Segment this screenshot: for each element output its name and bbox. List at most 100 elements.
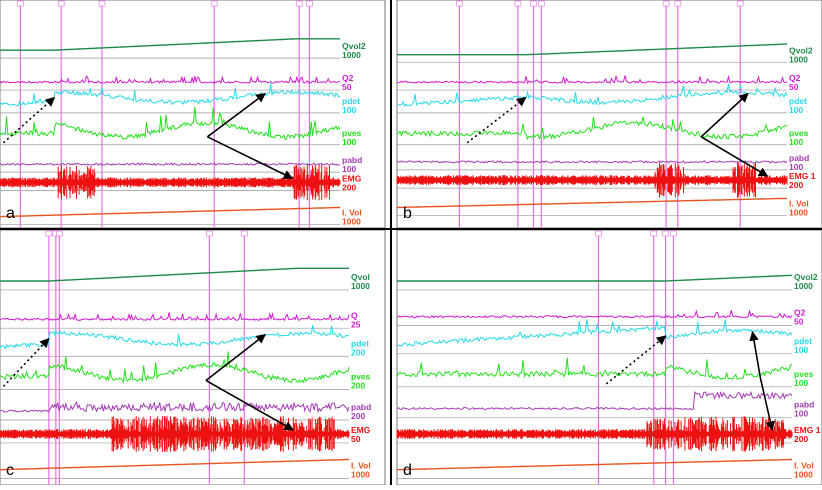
channel-scale-emg: 50 [351,434,361,444]
event-marker-flag [45,230,53,237]
channel-scale-q: 50 [789,82,799,92]
event-marker-flag [662,0,670,7]
event-marker-flag [206,230,213,237]
solid-arrow-pdet [749,331,762,379]
channel-label-q: Q [351,310,358,320]
channel-label-emg: EMG 1 [789,171,816,181]
channel-label-emg: EMG 1 [794,425,821,435]
channel-scale-pves: 100 [794,378,808,388]
channel-label-pves: pves [789,128,809,138]
trace-qvol [0,38,340,51]
trace-pves [396,357,793,380]
channel-label-pabd: pabd [789,153,809,163]
channel-scale-emg: 200 [342,182,356,192]
channel-scale-pabd: 100 [789,162,803,172]
event-marker-flag [650,230,658,237]
channel-label-q: Q2 [342,73,354,83]
channel-scale-qvol: 1000 [351,281,370,291]
event-marker-flag [295,0,303,7]
channel-label-qvol: Qvol2 [789,46,813,56]
channel-label-ivol: I. Vol [342,208,362,218]
channel-scale-pabd: 200 [351,411,365,421]
channel-scale-qvol: 1000 [342,50,361,60]
channel-scale-ivol: 1000 [789,207,808,217]
channel-scale-q: 50 [794,317,804,327]
solid-arrow-pdet [206,92,266,138]
solid-arrow-emg [759,377,776,431]
channel-scale-pves: 100 [789,137,803,147]
channel-scale-q: 50 [342,82,352,92]
trace-pabd [0,162,341,166]
channel-label-pdet: pdet [351,338,369,348]
channel-label-pdet: pdet [342,96,360,106]
channel-label-qvol: Qvol2 [794,272,818,282]
channel-label-pabd: pabd [342,155,362,165]
event-marker-flag [670,230,677,237]
event-marker-flag [674,0,682,7]
trace-qvol [397,274,793,282]
event-marker-flag [530,0,537,7]
trace-pdet [396,83,788,108]
event-marker-flag [456,0,463,7]
channel-scale-q: 25 [351,319,361,329]
trace-pves [0,106,341,140]
channel-label-pdet: pdet [794,336,812,346]
trace-q [396,75,788,85]
dotted-arrow [466,96,527,144]
event-marker-flag [662,230,669,237]
panel-a: Qvol21000Q250pdet100pves100pabd100EMG200… [0,0,386,229]
channel-label-ivol: I. Vol [794,461,814,471]
dotted-arrow [2,96,56,144]
channel-scale-pdet: 100 [789,105,803,115]
trace-qvol [0,267,349,282]
panel-label: c [6,462,14,479]
trace-pves [396,116,788,141]
panel-frame [396,0,822,229]
panel-label: a [6,205,15,222]
channel-label-pves: pves [342,128,362,138]
solid-arrow-emg [205,379,294,431]
trace-q [0,74,341,85]
trace-qvol [397,43,788,56]
channel-label-pves: pves [351,371,371,381]
event-marker-flag [241,230,248,237]
channel-label-ivol: I. Vol [351,461,371,471]
event-marker-flag [514,0,522,7]
panel-frame [396,229,822,486]
channel-scale-ivol: 1000 [342,217,361,227]
channel-label-emg: EMG [351,425,371,435]
trace-ivol [396,197,787,209]
channel-label-qvol: Qvol2 [342,41,366,51]
trace-pabd [396,390,793,411]
trace-ivol [0,458,349,471]
event-marker-flag [17,0,24,7]
channel-scale-ivol: 1000 [351,470,370,480]
channel-scale-emg: 200 [789,180,803,190]
channel-scale-pdet: 100 [342,105,356,115]
channel-scale-ivol: 1000 [794,470,813,480]
channel-label-ivol: I. Vol [789,198,809,208]
channel-label-pabd: pabd [351,402,371,412]
trace-pabd [396,160,788,164]
panel-c: Qvol1000Q25pdet200pves200pabd200EMG50I. … [0,229,386,486]
event-marker-flag [98,0,106,7]
dotted-arrow [2,337,50,388]
channel-scale-emg: 200 [794,434,808,444]
event-marker-flag [57,0,65,7]
trace-pdet [396,319,793,348]
trace-pves [0,351,350,384]
channel-scale-pdet: 200 [351,347,365,357]
channel-scale-pabd: 100 [794,409,808,419]
panel-label: d [403,462,412,479]
event-marker-flag [56,230,63,237]
channel-label-qvol: Qvol [351,272,370,282]
panel-label: b [403,205,412,222]
solid-arrow-emg [700,136,769,177]
event-marker-flag [595,230,602,237]
channel-label-q: Q2 [794,308,806,318]
trace-q [0,312,350,322]
channel-label-pdet: pdet [789,96,807,106]
